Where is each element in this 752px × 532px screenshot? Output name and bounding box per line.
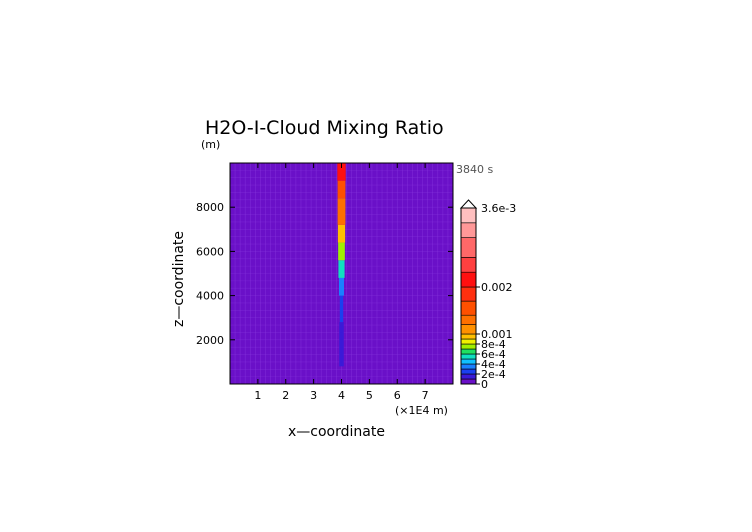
colorbar-label: 2e-4 [481, 368, 506, 381]
y-tick-label: 8000 [196, 201, 224, 214]
colorbar-label: 0 [481, 378, 488, 391]
plume-cell [337, 163, 346, 181]
colorbar-max-label: 3.6e-3 [481, 202, 516, 215]
y-axis-label: z—coordinate [171, 231, 187, 327]
plume-cell [339, 295, 344, 323]
colorbar-band [460, 257, 477, 273]
x-tick-label: 6 [394, 389, 401, 402]
plume-cell [337, 198, 346, 225]
y-tick-label: 4000 [196, 290, 224, 303]
colorbar-overflow-triangle [459, 199, 478, 209]
colorbar-band [460, 363, 477, 370]
colorbar-band [460, 271, 477, 288]
colorbar-band [460, 207, 477, 224]
heatmap-texture [230, 163, 453, 384]
chart-title: H2O-I-Cloud Mixing Ratio [205, 117, 444, 139]
colorbar-band [460, 324, 477, 335]
heatmap-plot-area [230, 163, 453, 384]
plume-cell [339, 322, 344, 367]
colorbar-label: 0.002 [481, 281, 513, 294]
y-axis-unit: (m) [201, 138, 220, 151]
x-axis-label: x—coordinate [288, 424, 385, 440]
colorbar-band [460, 358, 477, 365]
colorbar-band [460, 300, 477, 316]
x-tick-label: 5 [366, 389, 373, 402]
colorbar-band [460, 348, 477, 355]
colorbar-band [460, 373, 477, 380]
colorbar-band [460, 378, 477, 385]
colorbar-band [460, 343, 477, 350]
x-tick-label: 7 [422, 389, 429, 402]
colorbar-band [460, 314, 477, 325]
colorbar-band [460, 338, 477, 345]
colorbar-band [460, 368, 477, 375]
colorbar-band [460, 353, 477, 360]
y-tick-label: 6000 [196, 245, 224, 258]
colorbar: 02e-44e-46e-48e-40.001 0.002 [459, 199, 513, 391]
colorbar-band [460, 237, 477, 258]
plume-cell [338, 260, 345, 278]
colorbar-band [460, 222, 477, 238]
colorbar-label: 0.001 [481, 328, 513, 341]
plume-cell [337, 180, 346, 199]
x-tick-label: 2 [282, 389, 289, 402]
colorbar-band [460, 333, 477, 340]
colorbar-label: 6e-4 [481, 348, 506, 361]
x-tick-label: 1 [254, 389, 261, 402]
plume-cell [337, 224, 346, 243]
plume-cell [338, 242, 345, 261]
colorbar-band [460, 286, 477, 302]
x-tick-label: 4 [338, 389, 345, 402]
axes: 1 2 3 4 5 6 7 2000 4000 6000 8000 [196, 162, 454, 402]
time-label: 3840 s [456, 163, 493, 176]
y-tick-label: 2000 [196, 334, 224, 347]
x-axis-unit: (×1E4 m) [395, 404, 448, 417]
colorbar-label: 8e-4 [481, 338, 506, 351]
plume-cell [338, 277, 345, 296]
x-tick-label: 3 [310, 389, 317, 402]
colorbar-label: 4e-4 [481, 358, 506, 371]
